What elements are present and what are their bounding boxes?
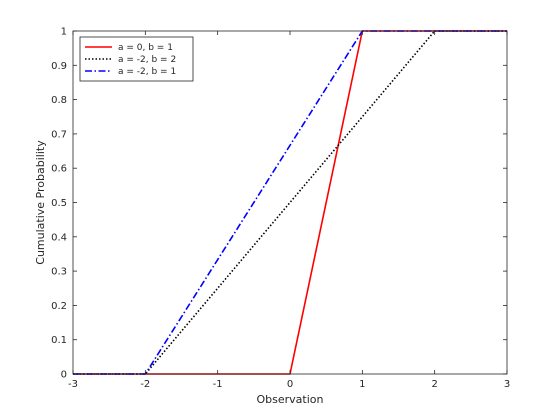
y-tick-label: 0.1	[51, 335, 67, 346]
plot-area	[73, 31, 507, 374]
y-tick-label: 0.2	[51, 301, 67, 312]
x-tick-label: -3	[68, 379, 78, 390]
legend-entry: a = 0, b = 1	[118, 43, 173, 53]
legend-entry: a = -2, b = 1	[118, 67, 176, 77]
y-tick-label: 0	[61, 370, 67, 381]
y-tick-label: 0.8	[51, 95, 67, 106]
x-tick-label: -1	[213, 379, 223, 390]
y-tick-label: 0.6	[51, 164, 67, 175]
x-tick-label: 1	[359, 379, 365, 390]
y-tick-label: 0.5	[51, 198, 67, 209]
legend: a = 0, b = 1 a = -2, b = 2 a = -2, b = 1	[79, 36, 194, 82]
ticks-layer: -3 -2 -1 0 1 2 3 0 0.1 0.2 0.3 0.4 0.5 0.6 0.7 0.8 0.9 1	[51, 27, 510, 391]
x-axis-label: Observation	[257, 393, 324, 406]
x-tick-label: 2	[431, 379, 437, 390]
x-tick-label: 3	[504, 379, 510, 390]
legend-box	[79, 36, 194, 82]
y-tick-label: 0.4	[51, 232, 67, 243]
y-tick-label: 0.3	[51, 267, 67, 278]
x-tick-label: -2	[140, 379, 150, 390]
legend-entry: a = -2, b = 2	[118, 55, 176, 65]
y-tick-label: 0.7	[51, 129, 67, 140]
y-axis-label: Cumulative Probability	[34, 140, 47, 265]
y-tick-label: 0.9	[51, 61, 67, 72]
x-tick-label: 0	[287, 379, 293, 390]
y-tick-label: 1	[61, 27, 67, 38]
